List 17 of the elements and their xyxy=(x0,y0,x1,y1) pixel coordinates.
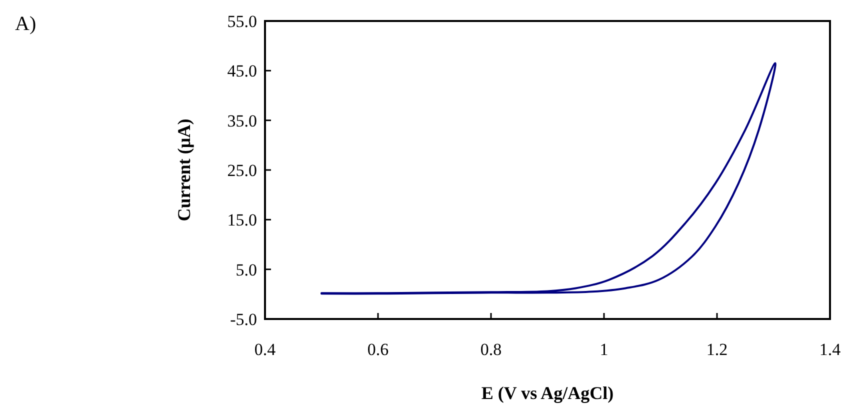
x-tick-label: 0.6 xyxy=(367,340,389,359)
y-tick-label: 25.0 xyxy=(227,160,257,180)
x-tick-label: 1.4 xyxy=(819,340,842,359)
x-axis-title: E (V vs Ag/AgCl) xyxy=(481,383,614,403)
x-tick-label: 1.2 xyxy=(706,340,728,359)
line-series xyxy=(320,62,776,295)
y-tick-label: 15.0 xyxy=(227,210,257,230)
x-tick-label: 1 xyxy=(600,340,608,359)
y-tick-label: 45.0 xyxy=(227,62,257,81)
y-axis-title: Current (µA) xyxy=(174,118,194,222)
y-tick-label: 35.0 xyxy=(227,111,257,130)
x-tick-label: 0.4 xyxy=(254,340,276,359)
x-tick-label: 0.8 xyxy=(480,340,502,359)
y-tick-label: 5.0 xyxy=(236,260,257,280)
y-tick-label: -5.0 xyxy=(230,310,257,329)
y-tick-label: 55.0 xyxy=(227,12,257,31)
text: A) xyxy=(15,13,36,35)
